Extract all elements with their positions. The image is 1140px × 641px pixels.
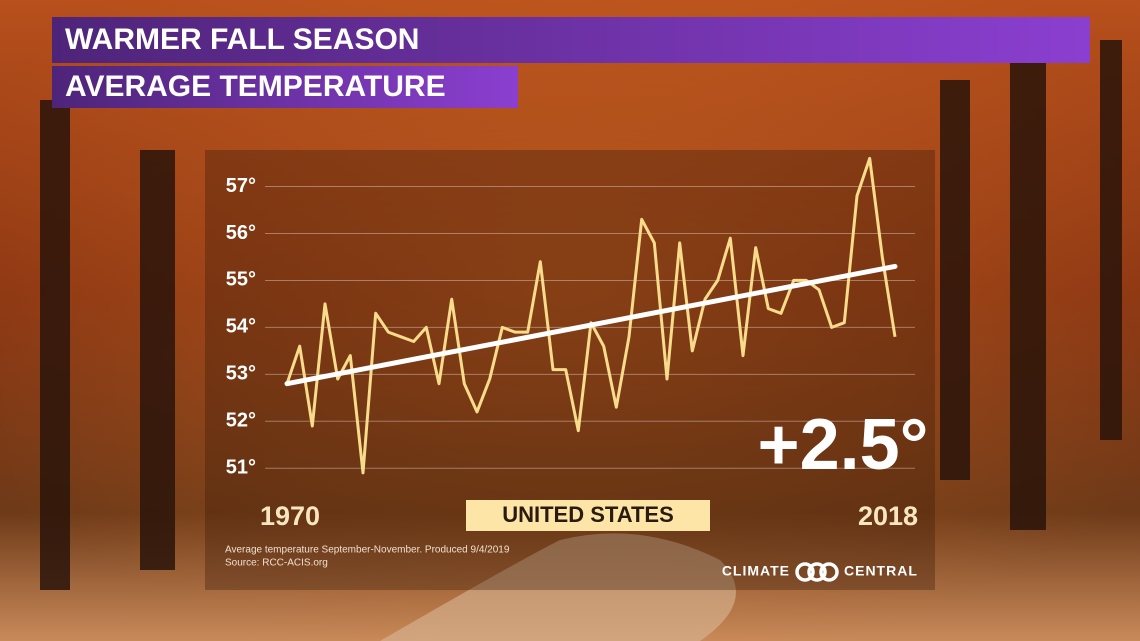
trend-line bbox=[284, 263, 898, 387]
chart-title: WARMER FALL SEASON bbox=[65, 23, 419, 56]
y-tick-label: 53° bbox=[226, 363, 256, 385]
note: Average temperature September-November. … bbox=[225, 545, 510, 556]
logo-icon bbox=[795, 562, 839, 582]
y-tick-label: 55° bbox=[226, 269, 256, 291]
y-tick-label: 57° bbox=[226, 175, 256, 197]
logo-right: CENTRAL bbox=[844, 563, 918, 579]
x-tick-label: 2018 bbox=[858, 501, 918, 531]
region-label: UNITED STATES bbox=[502, 502, 674, 527]
source: Source: RCC-ACIS.org bbox=[225, 558, 328, 569]
region-box bbox=[466, 500, 710, 531]
chart-subtitle: AVERAGE TEMPERATURE bbox=[65, 70, 446, 103]
y-tick-label: 51° bbox=[226, 457, 256, 479]
tree-trunks bbox=[40, 40, 1122, 590]
path bbox=[380, 533, 736, 641]
y-tick-label: 52° bbox=[226, 410, 256, 432]
x-tick-label: 1970 bbox=[260, 501, 320, 531]
y-tick-label: 56° bbox=[226, 222, 256, 244]
logo-left: CLIMATE bbox=[722, 563, 790, 579]
y-tick-label: 54° bbox=[226, 316, 256, 338]
title-bar bbox=[52, 17, 1090, 63]
annotation: +2.5° bbox=[758, 405, 929, 485]
subtitle-bar bbox=[52, 66, 518, 108]
